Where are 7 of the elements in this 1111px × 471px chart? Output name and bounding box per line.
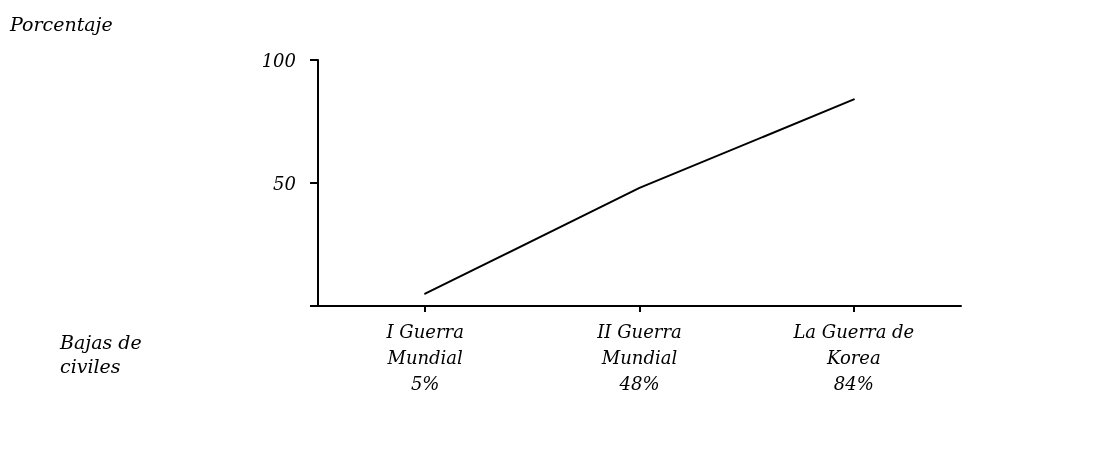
y-tick-label: 100 [261,49,296,71]
y-tick-label: 50 [273,172,296,194]
x-tick-label: I Guerra Mundial 5% [385,320,464,394]
x-tick-label: II Guerra Mundial 48% [596,320,682,394]
text: Bajas de civiles [59,331,142,377]
text: Porcentaje [9,13,113,35]
x-tick-label: La Guerra de Korea 84% [792,320,915,394]
